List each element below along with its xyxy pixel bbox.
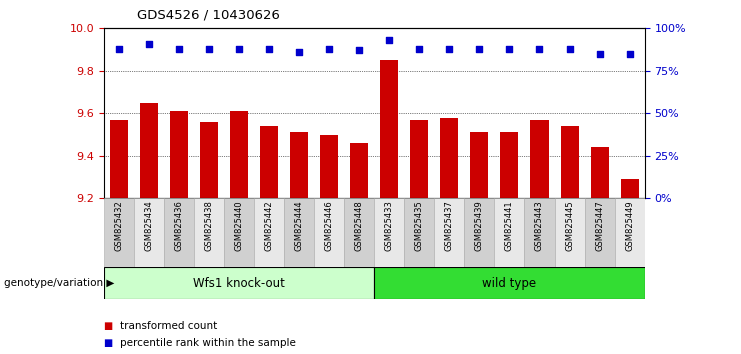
Text: GSM825444: GSM825444 — [295, 200, 304, 251]
Point — [143, 41, 155, 46]
Bar — [104, 198, 134, 267]
Bar — [230, 111, 248, 198]
Point — [293, 49, 305, 55]
Bar — [374, 198, 405, 267]
Point — [443, 46, 455, 52]
Text: GSM825448: GSM825448 — [355, 200, 364, 251]
Bar — [320, 135, 338, 198]
Text: GSM825446: GSM825446 — [325, 200, 333, 251]
Text: wild type: wild type — [482, 277, 536, 290]
Text: GSM825432: GSM825432 — [114, 200, 123, 251]
Point — [113, 46, 124, 52]
Text: ■: ■ — [104, 321, 116, 331]
Bar — [554, 198, 585, 267]
Text: GSM825436: GSM825436 — [174, 200, 183, 251]
Bar — [465, 198, 494, 267]
Point — [233, 46, 245, 52]
Point — [323, 46, 335, 52]
Bar — [591, 147, 608, 198]
Point — [594, 51, 605, 57]
Bar — [110, 120, 127, 198]
Text: transformed count: transformed count — [120, 321, 217, 331]
Bar — [140, 103, 158, 198]
Text: genotype/variation ▶: genotype/variation ▶ — [4, 278, 114, 288]
Bar — [471, 132, 488, 198]
Bar — [170, 111, 188, 198]
Text: percentile rank within the sample: percentile rank within the sample — [120, 338, 296, 348]
Bar — [350, 143, 368, 198]
Bar — [260, 126, 278, 198]
Bar — [134, 198, 164, 267]
Bar — [104, 267, 374, 299]
Text: GSM825438: GSM825438 — [205, 200, 213, 251]
Bar — [560, 126, 579, 198]
Point — [564, 46, 576, 52]
Point — [413, 46, 425, 52]
Point — [473, 46, 485, 52]
Bar — [621, 179, 639, 198]
Bar — [614, 198, 645, 267]
Text: GSM825442: GSM825442 — [265, 200, 273, 251]
Bar — [224, 198, 254, 267]
Text: GSM825449: GSM825449 — [625, 200, 634, 251]
Point — [534, 46, 545, 52]
Text: GSM825445: GSM825445 — [565, 200, 574, 251]
Text: ■: ■ — [104, 338, 116, 348]
Text: GSM825437: GSM825437 — [445, 200, 453, 251]
Bar — [254, 198, 284, 267]
Text: GDS4526 / 10430626: GDS4526 / 10430626 — [137, 9, 280, 22]
Bar — [290, 132, 308, 198]
Bar — [500, 132, 519, 198]
Text: GSM825433: GSM825433 — [385, 200, 393, 251]
Bar — [380, 60, 398, 198]
Point — [504, 46, 516, 52]
Bar — [494, 198, 525, 267]
Text: GSM825447: GSM825447 — [595, 200, 604, 251]
Bar — [405, 198, 434, 267]
Bar — [344, 198, 374, 267]
Text: GSM825441: GSM825441 — [505, 200, 514, 251]
Point — [203, 46, 215, 52]
Text: GSM825435: GSM825435 — [415, 200, 424, 251]
Text: GSM825439: GSM825439 — [475, 200, 484, 251]
Point — [263, 46, 275, 52]
Bar — [164, 198, 194, 267]
Point — [624, 51, 636, 57]
Text: Wfs1 knock-out: Wfs1 knock-out — [193, 277, 285, 290]
Point — [383, 38, 395, 43]
Bar — [284, 198, 314, 267]
Text: GSM825440: GSM825440 — [234, 200, 244, 251]
Bar — [200, 122, 218, 198]
Bar — [585, 198, 614, 267]
Bar — [525, 198, 554, 267]
Bar — [374, 267, 645, 299]
Bar — [531, 120, 548, 198]
Bar — [194, 198, 224, 267]
Bar — [411, 120, 428, 198]
Point — [353, 47, 365, 53]
Bar — [434, 198, 465, 267]
Text: GSM825443: GSM825443 — [535, 200, 544, 251]
Bar — [314, 198, 344, 267]
Bar — [440, 118, 459, 198]
Point — [173, 46, 185, 52]
Text: GSM825434: GSM825434 — [144, 200, 153, 251]
